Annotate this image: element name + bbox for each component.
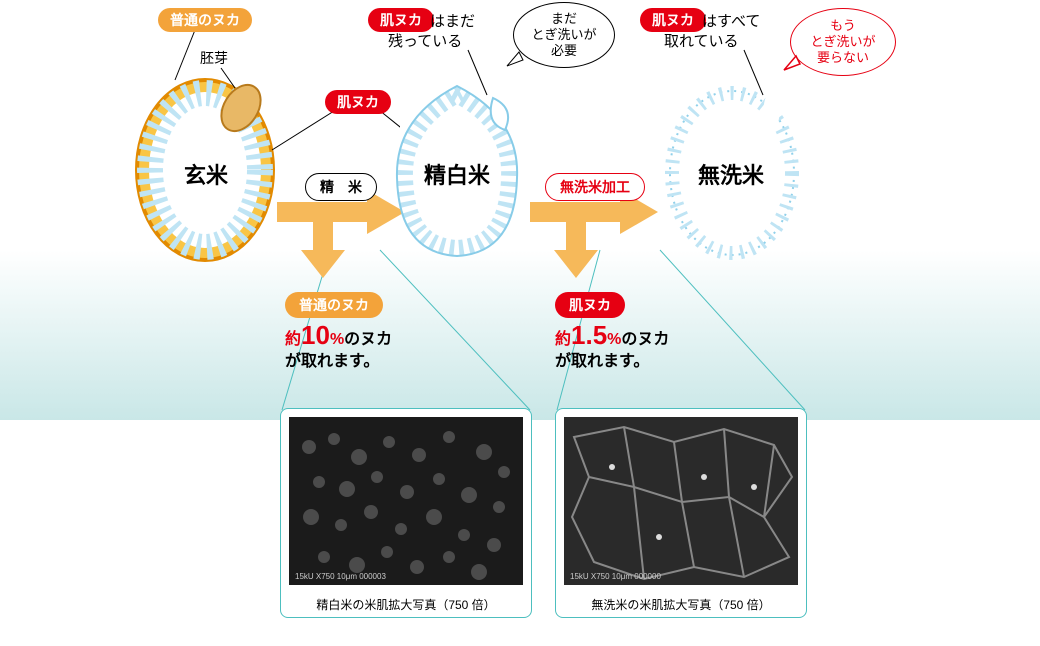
- svg-text:15kU X750 10μm 000000: 15kU X750 10μm 000000: [570, 572, 661, 581]
- photo-left-caption: 精白米の米肌拡大写真（750 倍）: [289, 596, 523, 613]
- process-label-2: 無洗米加工: [545, 173, 645, 201]
- label-seihakumai: 精白米: [424, 158, 490, 190]
- result-left-tail: のヌカ: [344, 331, 392, 348]
- result-left-pct: %: [330, 331, 344, 348]
- result-right-tail: のヌカ: [621, 331, 669, 348]
- photo-right-caption: 無洗米の米肌拡大写真（750 倍）: [564, 596, 798, 613]
- result-left-prefix: 約: [285, 331, 301, 348]
- result-left: 普通のヌカ 約10%のヌカ が取れます。: [285, 292, 392, 373]
- speech-right-tail: [782, 54, 802, 74]
- result-right-num: 1.5: [571, 320, 607, 350]
- speech-right: もう とぎ洗いが 要らない: [790, 8, 896, 76]
- svg-text:15kU X750 10μm 000003: 15kU X750 10μm 000003: [295, 572, 386, 581]
- microscope-photo-left: 15kU X750 10μm 000003: [289, 417, 523, 585]
- speech-right-text: もう とぎ洗いが 要らない: [810, 18, 875, 66]
- result-left-pill: 普通のヌカ: [285, 292, 383, 318]
- leader-3: [0, 0, 900, 120]
- process-label-1: 精 米: [305, 173, 377, 201]
- photo-box-left: 15kU X750 10μm 000003 精白米の米肌拡大写真（750 倍）: [280, 408, 532, 618]
- arrow-2: [528, 190, 668, 280]
- result-right-line2: が取れます。: [555, 353, 649, 370]
- result-right-prefix: 約: [555, 331, 571, 348]
- result-right-pill: 肌ヌカ: [555, 292, 625, 318]
- result-right-pct: %: [607, 331, 621, 348]
- label-musenmai: 無洗米: [698, 158, 764, 190]
- result-left-line2: が取れます。: [285, 353, 379, 370]
- result-right: 肌ヌカ 約1.5%のヌカ が取れます。: [555, 292, 669, 373]
- photo-box-right: 15kU X750 10μm 000000 無洗米の米肌拡大写真（750 倍）: [555, 408, 807, 618]
- microscope-photo-right: 15kU X750 10μm 000000: [564, 417, 798, 585]
- result-left-num: 10: [301, 320, 330, 350]
